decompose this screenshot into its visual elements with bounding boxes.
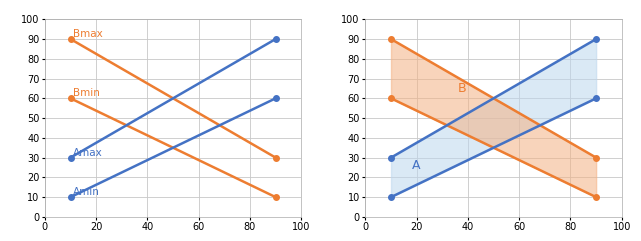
Text: B: B — [458, 82, 466, 95]
Text: A: A — [412, 160, 420, 173]
Text: Bmin: Bmin — [73, 88, 100, 98]
Text: Amin: Amin — [73, 187, 100, 197]
Text: Bmax: Bmax — [73, 29, 103, 39]
Text: Amax: Amax — [73, 148, 103, 158]
